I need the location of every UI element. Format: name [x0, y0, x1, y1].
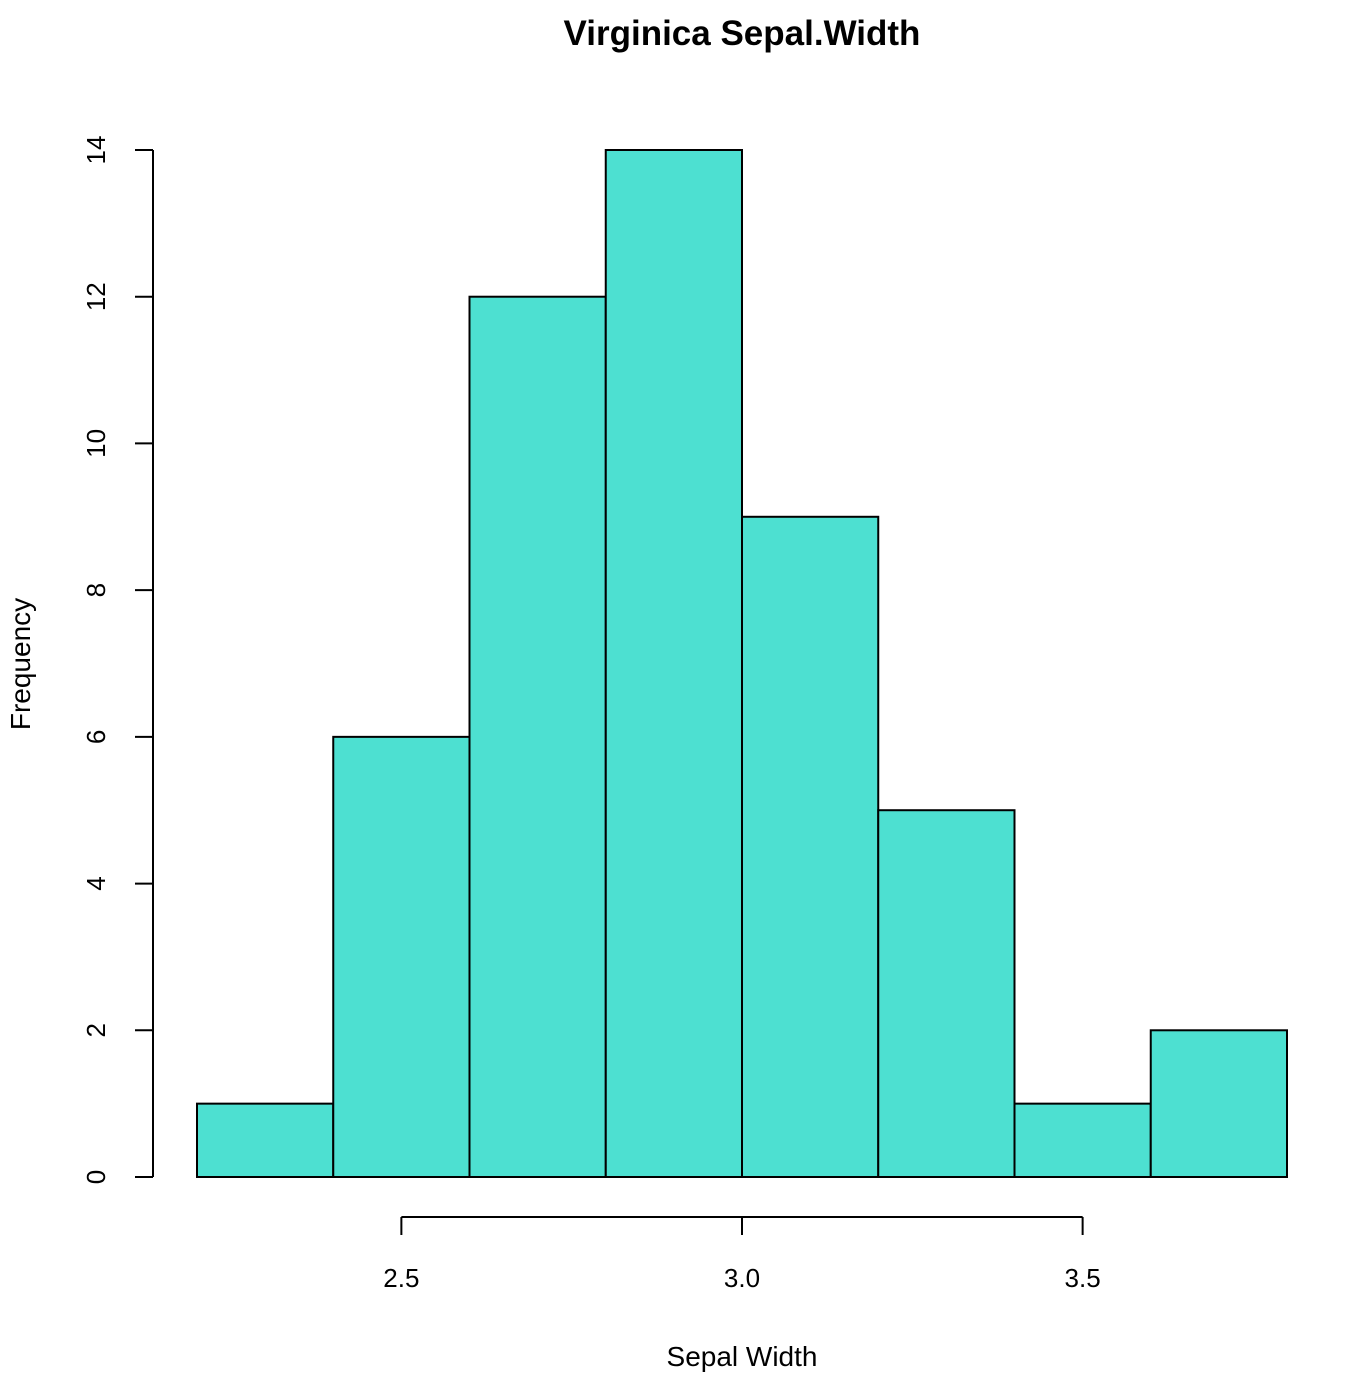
histogram-bar: [741, 515, 880, 1178]
y-tick-label: 6: [81, 730, 111, 744]
y-tick-label: 2: [81, 1023, 111, 1037]
x-axis-label: Sepal Width: [667, 1341, 818, 1372]
bars-group: [196, 149, 1288, 1179]
y-axis-label: Frequency: [5, 598, 36, 730]
histogram-bar: [604, 149, 743, 1178]
y-tick-label: 10: [81, 429, 111, 458]
histogram-bar: [332, 735, 471, 1178]
chart-title: Virginica Sepal.Width: [564, 14, 921, 53]
y-tick-label: 12: [81, 282, 111, 311]
y-tick-label: 0: [81, 1170, 111, 1184]
histogram-bar: [196, 1102, 335, 1178]
histogram-bar: [1013, 1102, 1152, 1178]
x-axis: 2.5 3.0 3.5: [383, 1216, 1101, 1293]
y-tick-label: 4: [81, 876, 111, 890]
histogram-bar: [468, 295, 607, 1178]
y-axis: 0 2 4 6 8 10 12 14: [81, 136, 154, 1184]
x-tick-label: 2.5: [383, 1263, 419, 1293]
y-tick-label: 8: [81, 583, 111, 597]
x-tick-label: 3.0: [724, 1263, 760, 1293]
y-tick-label: 14: [81, 136, 111, 165]
histogram-bar: [1149, 1029, 1288, 1179]
x-tick-label: 3.5: [1065, 1263, 1101, 1293]
histogram-bar: [877, 809, 1016, 1178]
